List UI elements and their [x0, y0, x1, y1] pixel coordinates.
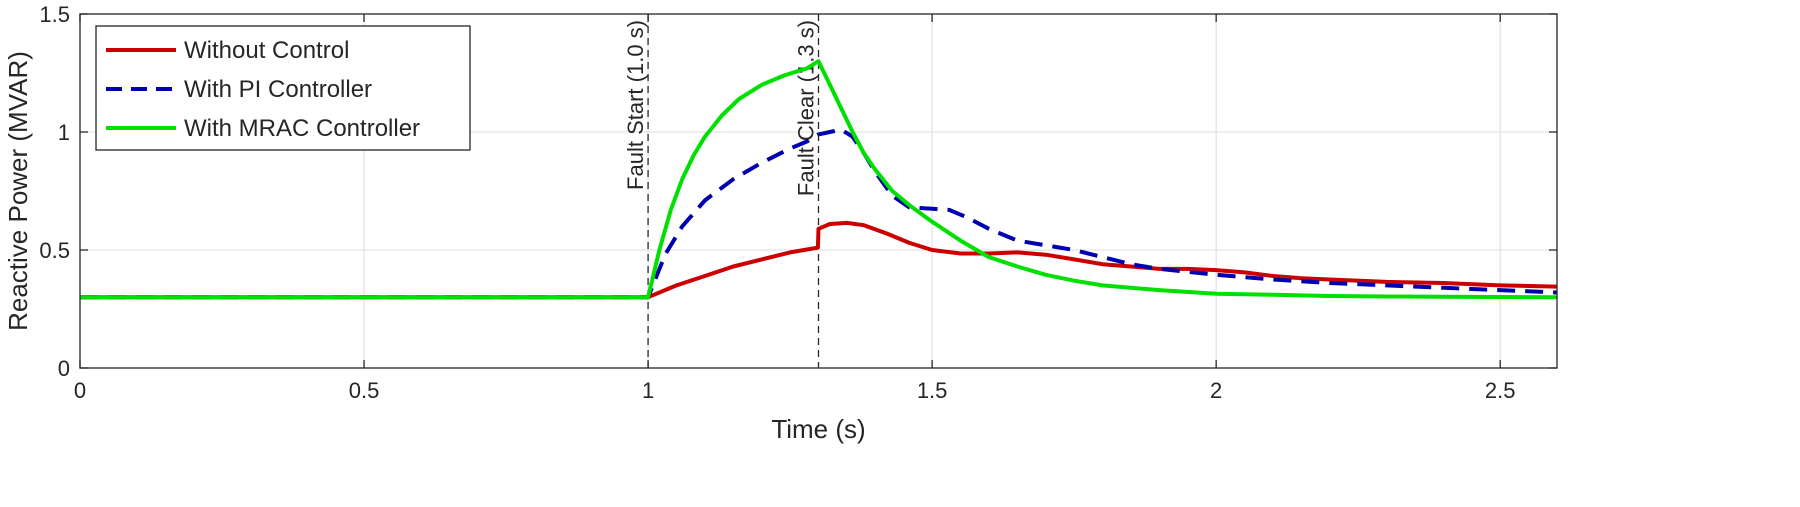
y-tick-label-3: 1.5: [39, 2, 70, 27]
data-series: [80, 59, 1558, 300]
series-line-0: [80, 220, 1558, 300]
legend: Without Control With PI Controller With …: [95, 25, 471, 151]
x-tick-label-5: 2.5: [1485, 378, 1516, 403]
series-line-2: [80, 59, 1558, 300]
legend-label-pi-controller: With PI Controller: [184, 76, 372, 103]
series-line-1: [80, 127, 1558, 300]
x-axis-label: Time (s): [771, 414, 865, 444]
y-axis-label: Reactive Power (MVAR): [3, 51, 33, 331]
x-tick-label-4: 2: [1210, 378, 1222, 403]
axis-ticks: 0 0.5 1 1.5 2 2.5 0 0.5 1 1.5: [39, 2, 1557, 403]
x-tick-label-3: 1.5: [917, 378, 948, 403]
legend-label-without-control: Without Control: [184, 37, 349, 64]
y-tick-label-0: 0: [58, 356, 70, 381]
fault-label-1: Fault Clear (1.3 s): [794, 20, 819, 196]
x-tick-label-1: 0.5: [349, 378, 380, 403]
y-tick-label-1: 0.5: [39, 238, 70, 263]
x-tick-label-0: 0: [74, 378, 86, 403]
plot-frame: [79, 13, 1558, 369]
y-tick-label-2: 1: [58, 120, 70, 145]
fault-label-0: Fault Start (1.0 s): [623, 20, 648, 190]
fault-annotations: Fault Start (1.0 s) Fault Clear (1.3 s): [623, 14, 820, 368]
legend-label-mrac-controller: With MRAC Controller: [184, 115, 420, 142]
x-tick-label-2: 1: [642, 378, 654, 403]
